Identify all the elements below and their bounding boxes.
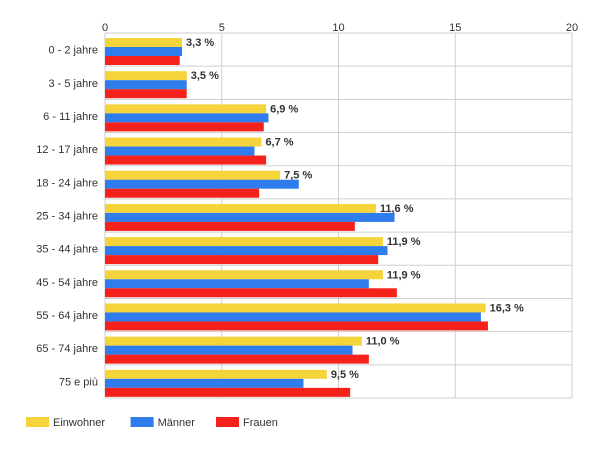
category-label: 45 - 54 jahre [36,277,98,289]
bar-einwohner [105,336,362,346]
data-label: 7,5 % [284,170,312,182]
data-labels: 3,3 % 3,5 % 6,9 % 6,7 % 7,5 % 11,6 % 11,9 % 11,… [186,37,524,381]
bar-männer [105,345,353,355]
bars [105,38,488,397]
x-tick-label: 0 [102,22,108,34]
bar-einwohner [105,137,262,147]
category-label: 25 - 34 jahre [36,211,98,223]
bar-frauen [105,56,180,65]
legend-swatch [130,417,154,427]
bar-frauen [105,221,355,231]
bar-einwohner [105,38,183,47]
bar-männer [105,113,269,123]
bar-einwohner [105,71,187,81]
bar-männer [105,279,369,289]
category-label: 18 - 24 jahre [36,177,98,189]
data-label: 11,9 % [387,236,421,248]
data-label: 3,5 % [191,70,219,82]
x-tick-label: 15 [449,22,461,34]
bar-einwohner [105,303,486,313]
category-label: 65 - 74 jahre [36,343,98,355]
bar-männer [105,246,388,256]
data-label: 3,3 % [186,37,214,49]
category-label: 3 - 5 jahre [48,78,98,90]
legend-swatch [216,417,239,427]
legend-frauen: Frauen [243,417,278,429]
data-label: 6,9 % [270,103,298,115]
grid [104,32,573,399]
data-label: 11,9 % [387,269,421,281]
legend: Einwohner Männer Frauen [26,417,278,429]
bar-einwohner [105,237,383,247]
legend-swatch [26,417,49,427]
bar-frauen [105,354,369,364]
x-tick-label: 5 [219,22,225,34]
bar-einwohner [105,270,383,280]
bar-frauen [105,321,488,331]
bar-einwohner [105,369,327,379]
data-label: 16,3 % [490,302,524,314]
data-label: 9,5 % [331,369,359,381]
category-labels: 0 - 2 jahre 3 - 5 jahre 6 - 11 jahre 12 - 1… [36,45,98,389]
bar-frauen [105,122,264,132]
data-label: 11,0 % [366,336,400,348]
legend-einwohner: Einwohner [53,417,105,429]
category-label: 0 - 2 jahre [48,45,98,57]
bar-frauen [105,288,397,298]
bar-männer [105,212,395,222]
bar-männer [105,378,304,388]
bar-einwohner [105,104,267,114]
bar-männer [105,312,481,322]
bar-männer [105,179,299,189]
x-axis-ticks: 0 5 10 15 20 [102,22,578,34]
bar-frauen [105,387,351,397]
bar-frauen [105,155,267,165]
bar-männer [105,146,255,156]
category-label: 75 e più [59,376,98,388]
category-label: 55 - 64 jahre [36,310,98,322]
bar-einwohner [105,170,281,180]
category-label: 12 - 17 jahre [36,144,98,156]
bar-männer [105,47,183,56]
bar-einwohner [105,203,376,213]
legend-maenner: Männer [158,417,196,429]
x-tick-label: 10 [332,22,344,34]
data-label: 6,7 % [265,137,293,149]
bar-frauen [105,255,379,265]
data-label: 11,6 % [380,203,414,215]
bar-männer [105,80,187,90]
bar-frauen [105,188,260,198]
category-label: 6 - 11 jahre [43,111,98,123]
bar-frauen [105,89,187,99]
x-tick-label: 20 [566,22,578,34]
category-label: 35 - 44 jahre [36,244,98,256]
